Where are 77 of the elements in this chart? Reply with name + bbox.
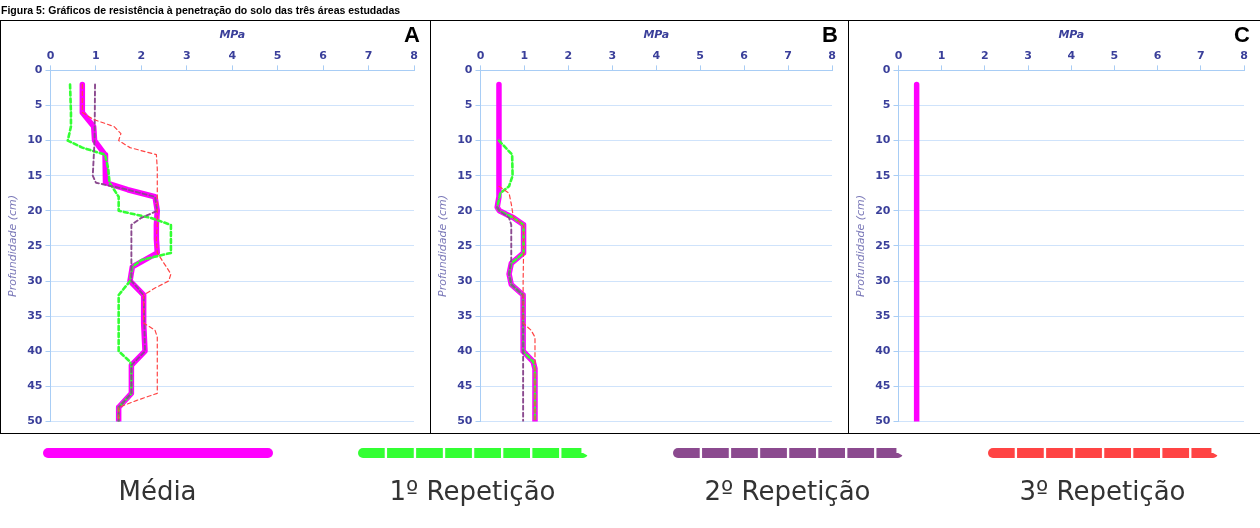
text: Média xyxy=(118,476,197,506)
text: 2º Repetição xyxy=(704,476,871,506)
x-tick-label: 3 xyxy=(608,48,617,62)
x-tick-label: 8 xyxy=(410,48,418,62)
x-tick-label: 0 xyxy=(476,48,485,62)
y-tick-label: 50 xyxy=(875,414,891,428)
x-tick-label: 8 xyxy=(1240,48,1248,62)
x-axis-title: MPa xyxy=(1058,28,1085,42)
y-tick-label: 50 xyxy=(27,414,43,428)
y-tick-label: 40 xyxy=(27,344,43,358)
y-tick-label: 0 xyxy=(34,63,43,77)
y-axis-title: Profundidade (cm) xyxy=(436,194,450,297)
text: B xyxy=(822,22,838,48)
y-tick-label: 30 xyxy=(27,273,43,287)
x-axis-title: MPa xyxy=(219,28,246,42)
x-tick-label: 0 xyxy=(894,48,903,62)
text: 1º Repetição xyxy=(389,476,556,506)
y-tick-label: 35 xyxy=(457,308,473,322)
x-tick-label: 1 xyxy=(520,48,529,62)
y-tick-label: 25 xyxy=(27,238,43,252)
y-tick-label: 45 xyxy=(27,379,43,393)
y-tick-label: 50 xyxy=(457,414,473,428)
line-series xyxy=(496,206,525,422)
y-tick-label: 0 xyxy=(464,63,473,77)
x-tick-label: 5 xyxy=(273,48,282,62)
y-tick-label: 40 xyxy=(457,344,473,358)
text: C xyxy=(1234,22,1251,48)
x-tick-label: 2 xyxy=(564,48,573,62)
x-tick-label: 7 xyxy=(1196,48,1205,62)
y-tick-label: 15 xyxy=(457,168,473,182)
x-tick-label: 5 xyxy=(696,48,705,62)
y-tick-label: 35 xyxy=(27,308,43,322)
text: 3º Repetição xyxy=(1019,476,1186,506)
y-tick-label: 10 xyxy=(875,133,891,147)
line-series xyxy=(91,83,159,422)
y-axis-title: Profundidade (cm) xyxy=(854,194,868,297)
x-tick-label: 5 xyxy=(1110,48,1119,62)
y-tick-label: 45 xyxy=(457,379,473,393)
y-tick-label: 10 xyxy=(457,133,473,147)
x-tick-label: 6 xyxy=(319,48,328,62)
x-tick-label: 4 xyxy=(652,48,661,62)
y-tick-label: 15 xyxy=(27,168,43,182)
y-tick-label: 20 xyxy=(27,203,43,217)
x-tick-label: 3 xyxy=(182,48,191,62)
y-tick-label: 35 xyxy=(875,308,891,322)
x-tick-label: 6 xyxy=(740,48,749,62)
y-tick-label: 5 xyxy=(464,98,473,112)
y-tick-label: 25 xyxy=(457,238,473,252)
y-tick-label: 15 xyxy=(875,168,891,182)
x-tick-label: 7 xyxy=(784,48,792,62)
x-tick-label: 7 xyxy=(364,48,373,62)
y-axis-title: Profundidade (cm) xyxy=(6,194,20,297)
y-tick-label: 30 xyxy=(875,273,891,287)
x-tick-label: 1 xyxy=(937,48,946,62)
y-tick-label: 10 xyxy=(27,133,43,147)
x-tick-label: 2 xyxy=(137,48,146,62)
x-tick-label: 8 xyxy=(828,48,836,62)
y-tick-label: 5 xyxy=(34,98,43,112)
y-tick-label: 5 xyxy=(882,98,891,112)
x-tick-label: 1 xyxy=(92,48,100,62)
y-tick-label: 30 xyxy=(457,273,473,287)
y-tick-label: 20 xyxy=(457,203,473,217)
x-tick-label: 3 xyxy=(1024,48,1032,62)
y-tick-label: 0 xyxy=(882,63,891,77)
y-tick-label: 25 xyxy=(875,238,891,252)
chart-title: Figura 5: Gráficos de resistência à penetração do solo das três áreas estudadas xyxy=(1,3,402,18)
x-tick-label: 4 xyxy=(1067,48,1076,62)
x-tick-label: 6 xyxy=(1153,48,1162,62)
x-axis-title: MPa xyxy=(643,28,670,42)
y-tick-label: 45 xyxy=(875,379,891,393)
x-tick-label: 4 xyxy=(228,48,237,62)
y-tick-label: 20 xyxy=(875,203,891,217)
x-tick-label: 2 xyxy=(981,48,989,62)
text: A xyxy=(404,22,421,48)
y-tick-label: 40 xyxy=(875,344,891,358)
line-series xyxy=(498,185,536,422)
x-tick-label: 0 xyxy=(46,48,55,62)
